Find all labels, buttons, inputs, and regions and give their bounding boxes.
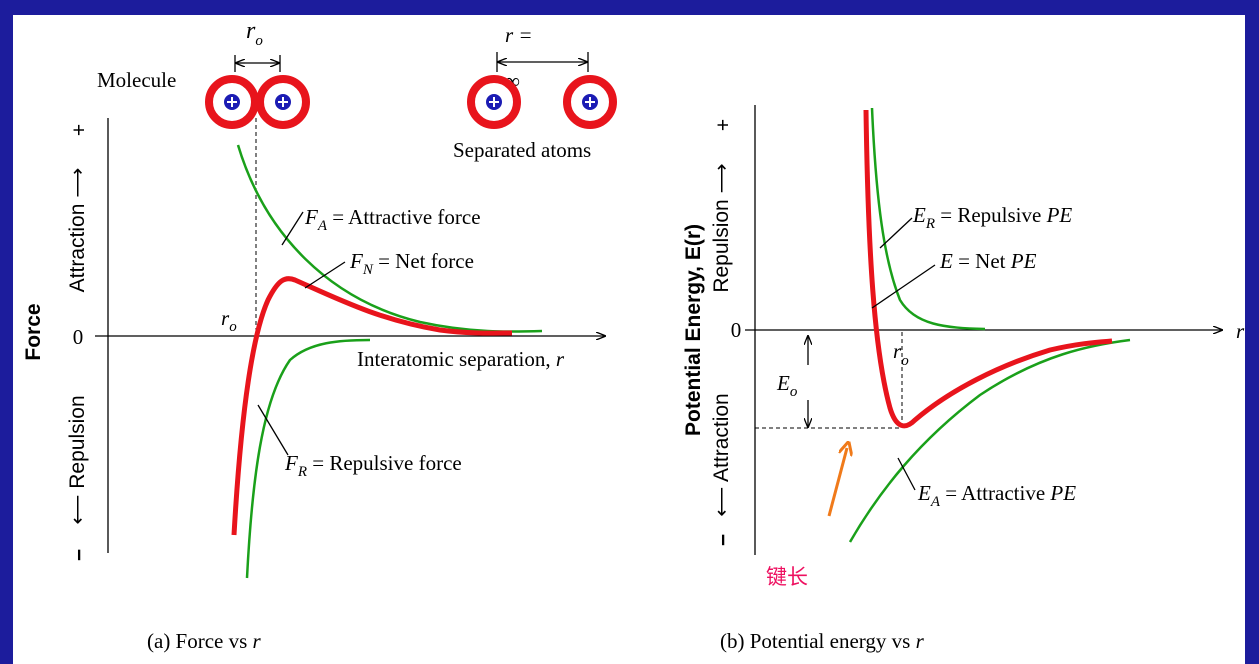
attraction-label: ⟵ Attraction xyxy=(710,393,733,517)
plus: + xyxy=(712,119,735,131)
symbol: F xyxy=(284,451,298,475)
caption: (b) Potential energy vs r xyxy=(720,629,925,653)
subscript: R xyxy=(925,216,935,232)
symbol: E xyxy=(912,203,926,227)
symbol: F xyxy=(349,249,363,273)
symbol: r xyxy=(253,629,262,653)
minus: − xyxy=(712,534,735,546)
repulsion-label: Repulsion ⟶ xyxy=(710,163,733,292)
subscript: o xyxy=(255,33,263,49)
unit: PE xyxy=(1046,203,1073,227)
unit: PE xyxy=(1049,481,1076,505)
r-equals: r = xyxy=(505,23,533,47)
unit: PE xyxy=(1010,249,1037,273)
subscript: o xyxy=(229,319,237,335)
text: = Repulsive xyxy=(935,203,1047,227)
molecule-label: Molecule xyxy=(97,68,176,92)
canvas xyxy=(13,15,1245,664)
symbol: F xyxy=(304,205,318,229)
attraction-label: Attraction ⟶ xyxy=(66,168,89,293)
caption: (a) Force vs r xyxy=(147,629,262,653)
x-axis-label: r xyxy=(1236,319,1245,343)
subscript: R xyxy=(297,464,307,480)
subscript: o xyxy=(790,384,798,400)
text: (a) Force vs xyxy=(147,629,253,653)
axis-title: Potential Energy, E(r) xyxy=(682,224,705,436)
symbol: r xyxy=(916,629,925,653)
plus: + xyxy=(68,124,91,136)
subscript: o xyxy=(901,353,909,369)
text: (b) Potential energy vs xyxy=(720,629,916,653)
bond-length-label: 键长 xyxy=(766,565,808,589)
symbol: E xyxy=(939,249,953,273)
x-axis-label: Interatomic separation, r xyxy=(357,347,565,371)
text: Interatomic separation, xyxy=(357,347,556,371)
text: = Net xyxy=(953,249,1011,273)
text: = Attractive force xyxy=(327,205,481,229)
text: = Attractive xyxy=(940,481,1050,505)
minus: − xyxy=(68,549,91,561)
e-net-label: E = Net PE xyxy=(939,249,1037,273)
zero: 0 xyxy=(731,318,742,342)
symbol: E xyxy=(776,371,790,395)
symbol: r xyxy=(556,347,565,371)
axis-title: Force xyxy=(22,303,45,360)
text: = Repulsive force xyxy=(307,451,462,475)
text: = Net force xyxy=(373,249,474,273)
slide: Force + Attraction ⟶ ⟵ Repulsion − 0 ro … xyxy=(0,0,1259,664)
symbol: E xyxy=(917,481,931,505)
zero: 0 xyxy=(73,325,84,349)
separated-atoms-label: Separated atoms xyxy=(453,138,591,162)
repulsion-label: ⟵ Repulsion xyxy=(66,395,89,524)
